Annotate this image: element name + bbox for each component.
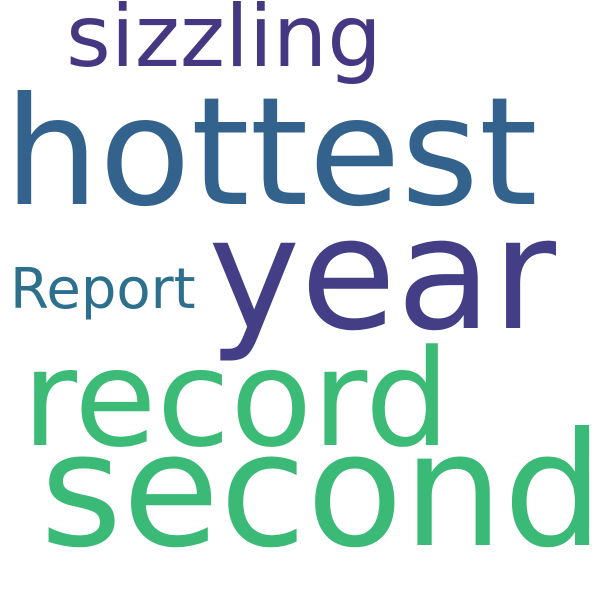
word-report: Report (10, 257, 196, 322)
word-year: year (208, 183, 557, 365)
word-second: second (40, 399, 600, 583)
word-sizzling: sizzling (66, 0, 382, 87)
word-hottest: hottest (4, 66, 538, 240)
word-record: record (22, 321, 451, 477)
